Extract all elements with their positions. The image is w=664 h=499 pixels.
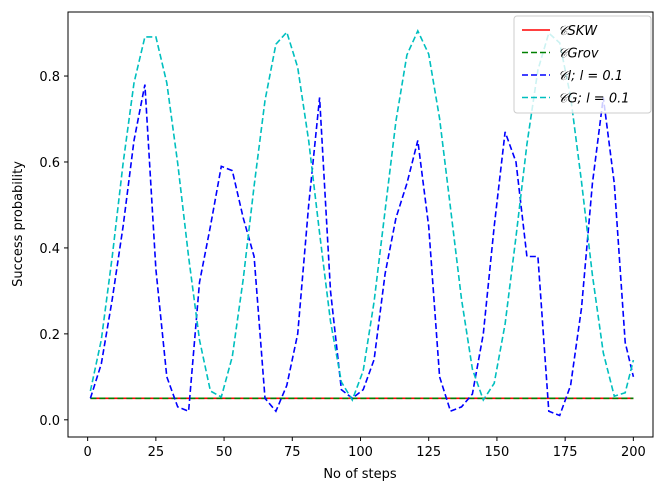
x-tick-label: 200: [621, 445, 646, 460]
legend-label: 𝒞l; l = 0.1: [558, 69, 623, 84]
plot-frame: [67, 11, 654, 438]
x-tick-label: 125: [416, 445, 441, 460]
x-tick-label: 0: [84, 445, 92, 460]
x-tick-label: 150: [485, 445, 510, 460]
legend-label: 𝒞Grov: [558, 47, 599, 62]
x-tick-label: 25: [148, 445, 165, 460]
x-axis-label: No of steps: [323, 467, 397, 482]
x-tick-label: 50: [216, 445, 233, 460]
x-tick-label: 175: [553, 445, 578, 460]
series-line: [89, 84, 635, 417]
y-axis-label: Success probability: [11, 161, 26, 287]
legend-label: 𝒞G; l = 0.1: [558, 92, 630, 107]
x-tick-label: 75: [284, 445, 301, 460]
y-tick-label: 0.6: [39, 156, 60, 171]
y-tick-label: 0.2: [39, 328, 60, 343]
legend-label: 𝒞SKW: [558, 24, 598, 39]
y-tick-label: 0.8: [39, 70, 60, 85]
y-tick-label: 0.4: [39, 242, 60, 257]
x-tick-label: 100: [348, 445, 373, 460]
y-tick-label: 0.0: [39, 414, 60, 429]
legend-box: [513, 15, 652, 114]
